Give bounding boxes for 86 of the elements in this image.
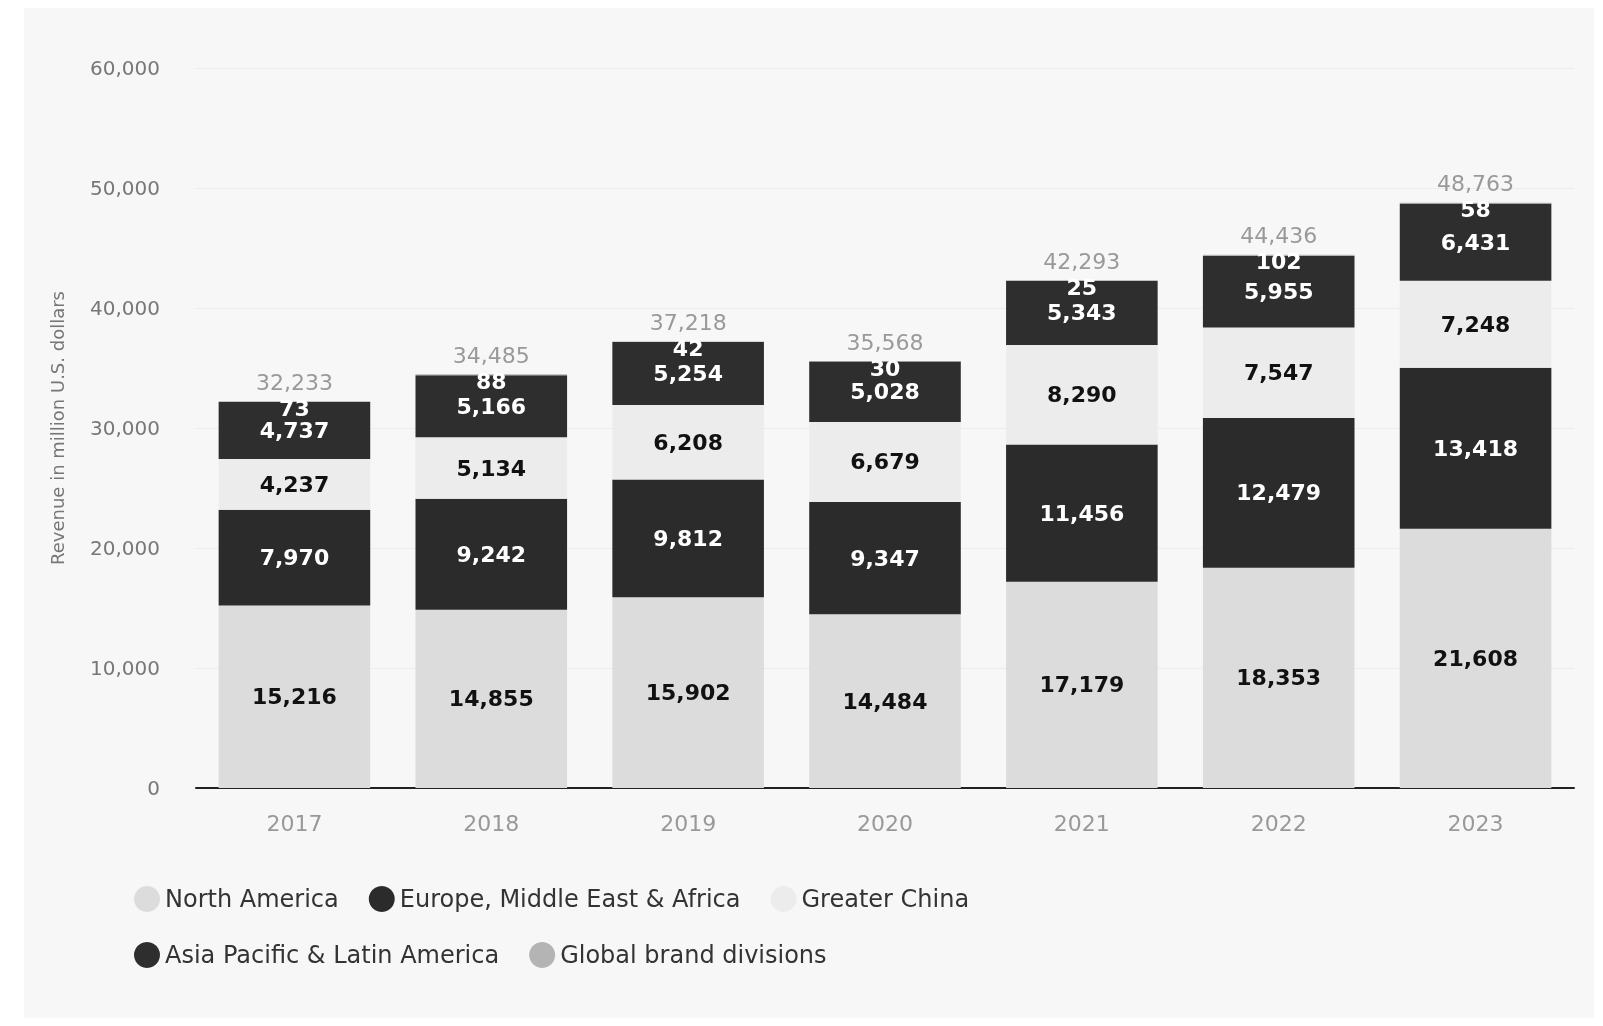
bar (415, 609, 568, 788)
data-label: 58 (1460, 197, 1491, 223)
data-label: 15,216 (251, 684, 337, 710)
x-tick-label: 2021 (1053, 810, 1110, 836)
bar (218, 509, 371, 606)
bar (1399, 528, 1552, 788)
data-label: 4,737 (259, 418, 330, 443)
y-tick-label: 20,000 (90, 536, 160, 560)
bar (1399, 203, 1552, 281)
x-tick-label: 2023 (1447, 810, 1504, 836)
bar (415, 498, 568, 610)
data-label: 88 (475, 368, 507, 394)
data-label: 7,547 (1243, 360, 1314, 386)
total-label: 37,218 (649, 309, 727, 335)
data-label: 14,855 (448, 686, 534, 712)
data-label: 5,254 (653, 360, 723, 386)
data-label: 25 (1066, 274, 1098, 300)
bar (218, 458, 371, 510)
y-tick-label: 30,000 (90, 416, 160, 440)
bar (1006, 581, 1158, 788)
total-label: 34,485 (452, 342, 530, 368)
data-label: 6,208 (653, 429, 723, 455)
y-tick-label: 0 (147, 776, 160, 800)
bar (1202, 327, 1355, 419)
x-tick-label: 2018 (463, 810, 520, 836)
legend-label: Europe, Middle East & Africa (399, 885, 741, 913)
legend-label: Asia Pacific & Latin America (165, 941, 500, 969)
y-tick-label: 50,000 (90, 176, 160, 200)
data-label: 14,484 (842, 688, 928, 714)
data-label: 8,290 (1047, 382, 1117, 408)
data-label: 17,179 (1039, 672, 1125, 698)
data-label: 9,347 (850, 545, 920, 571)
bar (809, 361, 961, 422)
legend-label: North America (165, 885, 339, 913)
total-label: 42,293 (1043, 248, 1121, 274)
bar (1399, 367, 1552, 529)
total-label: 48,763 (1437, 171, 1515, 197)
bar (612, 479, 764, 598)
total-label: 35,568 (846, 329, 924, 355)
bar (218, 605, 371, 788)
bar (1202, 418, 1355, 568)
data-label: 7,248 (1440, 311, 1511, 337)
bar (415, 437, 568, 499)
bar (1202, 255, 1355, 328)
bar (809, 502, 961, 615)
x-tick-label: 2017 (266, 810, 323, 836)
data-label: 5,955 (1243, 279, 1314, 305)
bar (218, 402, 371, 459)
data-label: 4,237 (259, 471, 330, 497)
data-label: 11,456 (1039, 500, 1125, 526)
data-label: 6,431 (1440, 229, 1511, 255)
y-tick-label: 10,000 (90, 656, 160, 680)
x-tick-label: 2019 (660, 810, 717, 836)
total-label: 32,233 (255, 369, 333, 395)
data-label: 7,970 (259, 545, 330, 571)
total-label: 44,436 (1240, 223, 1318, 249)
data-label: 6,679 (850, 449, 920, 475)
data-label: 30 (869, 355, 901, 381)
data-label: 102 (1255, 249, 1302, 275)
legend-label: Global brand divisions (560, 941, 827, 969)
data-label: 5,343 (1047, 300, 1117, 326)
x-tick-label: 2022 (1250, 810, 1307, 836)
data-label: 18,353 (1236, 665, 1322, 691)
data-label: 9,812 (653, 525, 723, 551)
bar (1006, 444, 1158, 582)
bar (1006, 280, 1158, 345)
data-label: 9,242 (456, 541, 527, 567)
bar (612, 597, 764, 788)
data-label: 73 (279, 395, 310, 421)
legend-label: Greater China (801, 885, 970, 913)
bar (415, 375, 568, 438)
data-label: 21,608 (1433, 645, 1519, 671)
data-label: 5,028 (850, 379, 920, 405)
bar (809, 614, 961, 788)
y-tick-label: 40,000 (90, 296, 160, 320)
x-tick-label: 2020 (857, 810, 913, 836)
data-label: 13,418 (1433, 435, 1519, 461)
data-label: 42 (672, 335, 704, 361)
y-axis-title: Revenue in million U.S. dollars (46, 291, 68, 565)
data-label: 12,479 (1236, 480, 1322, 506)
bar (612, 341, 764, 405)
data-label: 5,134 (456, 455, 527, 481)
data-label: 5,166 (456, 393, 527, 419)
bar (1202, 567, 1355, 788)
data-label: 15,902 (645, 680, 731, 706)
y-tick-label: 60,000 (90, 56, 160, 80)
